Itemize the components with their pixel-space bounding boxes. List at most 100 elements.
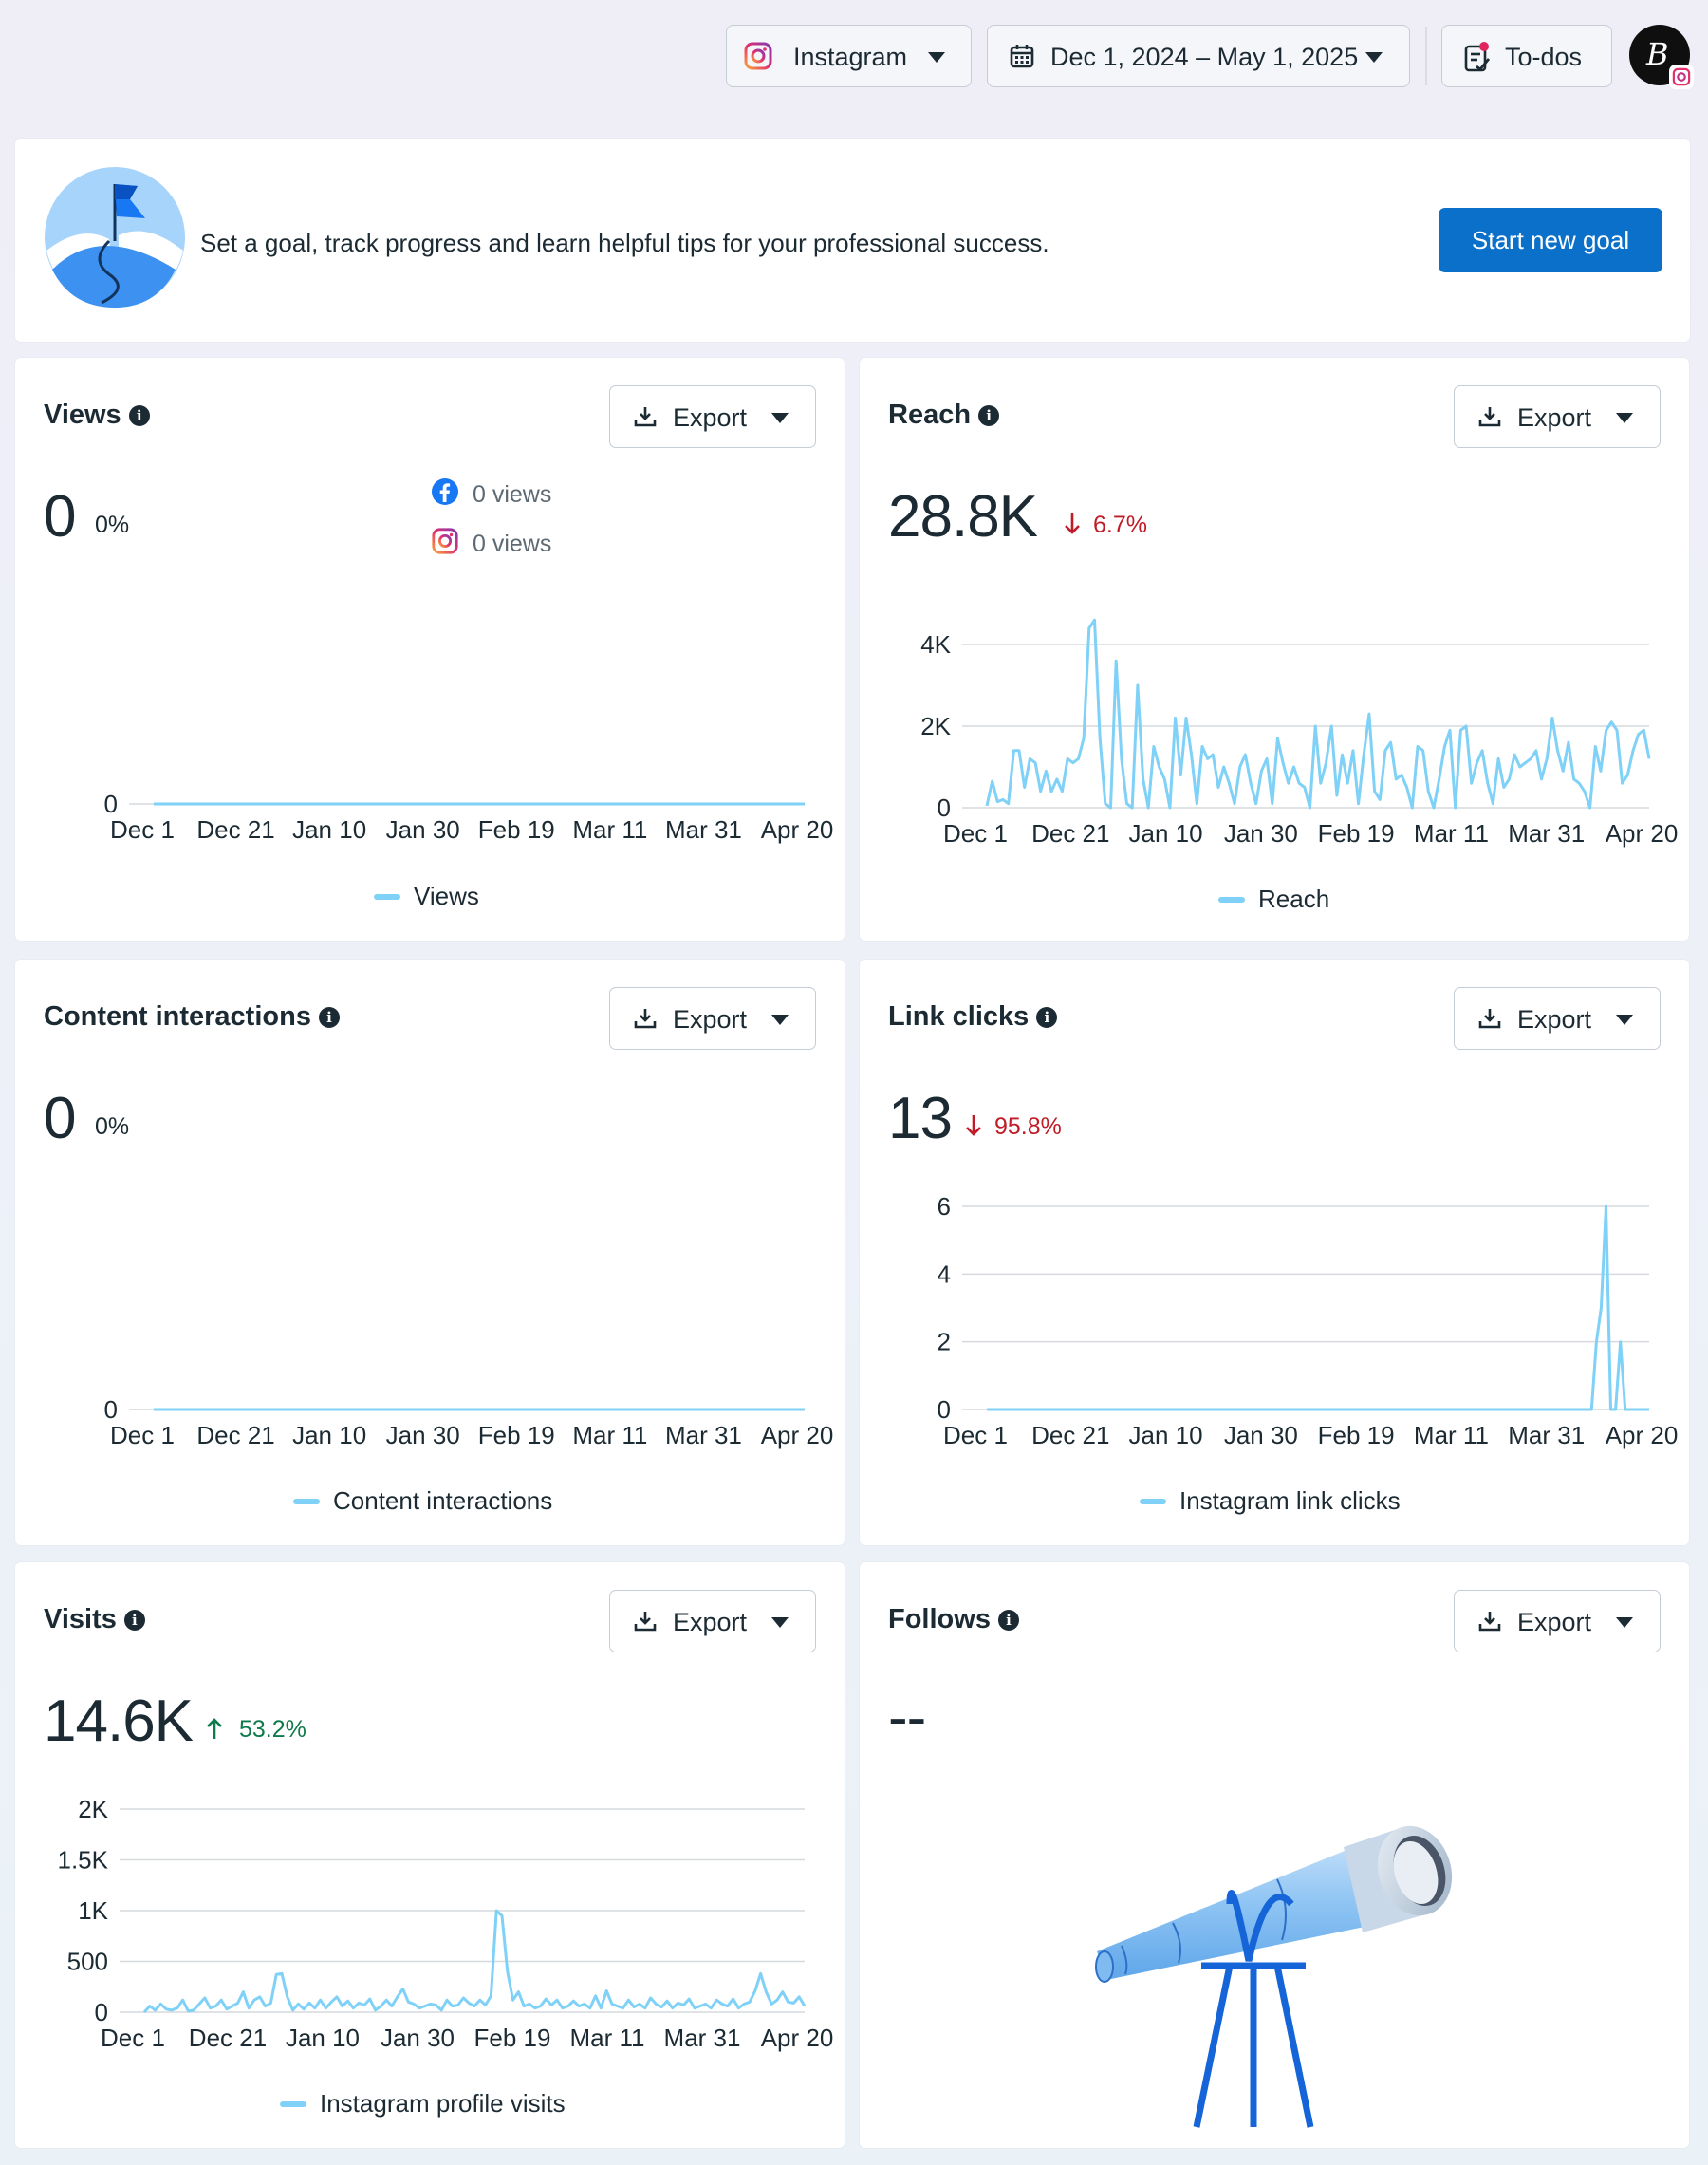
interactions-title: Content interactions [44, 1001, 311, 1032]
y-tick-label: 2 [938, 1328, 951, 1356]
chevron-down-icon [1365, 52, 1383, 63]
x-tick-label: Dec 1 [110, 815, 175, 844]
y-tick-label: 0 [938, 793, 951, 822]
instagram-views-label: 0 views [473, 531, 552, 557]
y-tick-label: 0 [104, 790, 118, 818]
facebook-views-label: 0 views [473, 481, 552, 508]
profile-avatar[interactable]: B [1629, 25, 1694, 89]
export-label: Export [673, 403, 748, 432]
instagram-icon [743, 41, 773, 78]
info-icon[interactable]: i [978, 404, 1000, 426]
goal-flag-illustration [43, 165, 187, 314]
x-tick-label: Mar 31 [665, 815, 742, 844]
top-bar: Instagram Dec 1, 2024 – May 1, 2025 [0, 0, 1708, 123]
info-icon[interactable]: i [318, 1006, 340, 1028]
y-tick-label: 500 [67, 1948, 108, 1976]
legend-swatch [1140, 1498, 1166, 1504]
chevron-down-icon [771, 1617, 789, 1628]
todos-button[interactable]: To-dos [1441, 25, 1612, 87]
card-title: Follows i [888, 1604, 1019, 1635]
facebook-views-row: 0 views [431, 477, 551, 513]
x-tick-label: Mar 11 [1414, 819, 1489, 848]
interactions-value: 0 [44, 1086, 76, 1151]
x-tick-label: Apr 20 [761, 815, 834, 844]
x-tick-label: Apr 20 [761, 1421, 834, 1449]
legend-swatch [374, 893, 400, 900]
x-tick-label: Apr 20 [761, 2024, 834, 2052]
start-new-goal-button[interactable]: Start new goal [1439, 208, 1662, 272]
link-clicks-chart: 0 2 4 6 Dec 1 Dec 21 Jan 10 Jan 30 Feb 19 Mar 11 M… [938, 1192, 1679, 1449]
legend-label: Reach [1258, 885, 1330, 913]
export-label: Export [1517, 403, 1592, 432]
interactions-delta: 0% [95, 1113, 130, 1140]
export-label: Export [673, 1005, 748, 1034]
info-icon[interactable]: i [123, 1609, 145, 1631]
export-button[interactable]: Export [1454, 987, 1661, 1050]
x-tick-label: Mar 31 [665, 1421, 742, 1449]
info-icon[interactable]: i [1036, 1006, 1058, 1028]
views-card: Views i Export 0 0% 0 views 0 views 0 Dec… [15, 358, 845, 941]
x-tick-label: Jan 30 [1224, 1421, 1298, 1449]
platform-selector[interactable]: Instagram [726, 25, 972, 87]
export-label: Export [1517, 1005, 1592, 1034]
reach-title: Reach [888, 400, 972, 430]
reach-chart: 0 2K 4K Dec 1 Dec 21 Jan 10 Jan 30 Feb 19 Mar 11… [920, 618, 1679, 848]
x-tick-label: Feb 19 [1318, 1421, 1395, 1449]
reach-value: 28.8K [888, 484, 1038, 550]
x-tick-label: Dec 21 [1031, 1421, 1109, 1449]
export-button[interactable]: Export [609, 987, 816, 1050]
info-icon[interactable]: i [997, 1609, 1019, 1631]
x-tick-label: Jan 10 [1129, 819, 1203, 848]
visits-card: Visits i Export 14.6K 53.2% 0 500 1K 1.5K 2K… [15, 1562, 845, 2148]
card-title: Visits i [44, 1604, 145, 1635]
x-tick-label: Dec 1 [110, 1421, 175, 1449]
y-tick-label: 1K [78, 1896, 108, 1925]
chart-legend: Instagram link clicks [1140, 1486, 1401, 1516]
instagram-badge-icon [1669, 65, 1694, 89]
x-tick-label: Mar 11 [570, 2024, 645, 2052]
date-range-selector[interactable]: Dec 1, 2024 – May 1, 2025 [987, 25, 1410, 87]
views-delta: 0% [95, 512, 130, 538]
export-button[interactable]: Export [1454, 1590, 1661, 1652]
x-tick-label: Dec 1 [943, 1421, 1008, 1449]
card-title: Link clicks i [888, 1001, 1058, 1033]
legend-label: Instagram link clicks [1179, 1486, 1401, 1515]
export-button[interactable]: Export [1454, 385, 1661, 448]
link-clicks-value: 13 [888, 1086, 953, 1151]
x-tick-label: Dec 1 [101, 2024, 165, 2052]
series-line [985, 618, 1651, 810]
chart-legend: Content interactions [293, 1486, 552, 1516]
legend-label: Content interactions [333, 1486, 553, 1515]
x-tick-label: Dec 21 [196, 815, 274, 844]
x-tick-label: Mar 11 [1414, 1421, 1489, 1449]
export-button[interactable]: Export [609, 1590, 816, 1652]
chart-legend: Instagram profile visits [280, 2089, 566, 2118]
chart-legend: Views [374, 882, 479, 911]
views-title: Views [44, 400, 121, 430]
content-interactions-card: Content interactions i Export 0 0% 0 Dec … [15, 960, 845, 1545]
info-icon[interactable]: i [128, 404, 150, 426]
chevron-down-icon [1616, 413, 1633, 423]
instagram-icon [431, 527, 459, 562]
y-tick-label: 2K [78, 1795, 108, 1823]
x-tick-label: Feb 19 [478, 1421, 555, 1449]
download-icon [1477, 404, 1502, 436]
download-icon [633, 1609, 658, 1640]
arrow-down-icon [964, 1113, 983, 1143]
x-tick-label: Mar 31 [1508, 819, 1585, 848]
y-tick-label: 2K [920, 712, 951, 740]
link-clicks-delta: 95.8% [994, 1113, 1062, 1140]
x-tick-label: Mar 31 [664, 2024, 741, 2052]
x-tick-label: Apr 20 [1606, 819, 1679, 848]
chevron-down-icon [1616, 1015, 1633, 1025]
x-tick-label: Jan 30 [386, 1421, 460, 1449]
download-icon [633, 404, 658, 436]
y-tick-label: 0 [95, 1998, 108, 2026]
x-tick-label: Dec 21 [1031, 819, 1109, 848]
chevron-down-icon [771, 1015, 789, 1025]
export-button[interactable]: Export [609, 385, 816, 448]
y-tick-label: 0 [104, 1395, 118, 1424]
arrow-down-icon [1063, 512, 1082, 541]
arrow-up-icon [205, 1716, 224, 1745]
